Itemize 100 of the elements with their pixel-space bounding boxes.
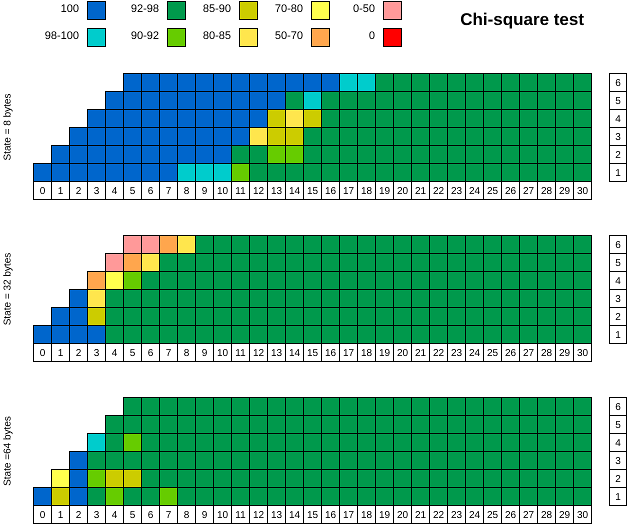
- x-tick-label: 30: [576, 186, 588, 197]
- x-tick-label: 19: [378, 348, 390, 359]
- x-tick-label: 14: [288, 348, 300, 359]
- x-tick-label: 7: [166, 510, 172, 521]
- x-tick-label: 24: [468, 348, 480, 359]
- legend-label: 85-90: [202, 3, 231, 15]
- x-tick-label: 9: [202, 348, 208, 359]
- x-tick-label: 26: [504, 510, 516, 521]
- legend-label: 90-92: [130, 30, 159, 42]
- x-tick-label: 10: [216, 186, 228, 197]
- x-tick-label: 5: [130, 186, 136, 197]
- y-tick-label: 1: [615, 168, 622, 179]
- x-tick-label: 20: [396, 348, 408, 359]
- y-tick-label: 4: [615, 438, 622, 449]
- x-tick-label: 22: [432, 348, 444, 359]
- legend-label: 98-100: [44, 30, 79, 42]
- x-tick-label: 25: [486, 510, 498, 521]
- y-tick-label: 6: [615, 78, 622, 89]
- x-tick-label: 27: [522, 510, 534, 521]
- x-tick-label: 20: [396, 510, 408, 521]
- x-tick-label: 10: [216, 348, 228, 359]
- y-axis-title: State = 8 bytes: [2, 94, 14, 160]
- x-tick-label: 27: [522, 186, 534, 197]
- x-tick-label: 1: [58, 348, 64, 359]
- x-tick-label: 8: [184, 348, 190, 359]
- x-tick-label: 23: [450, 510, 462, 521]
- x-tick-label: 18: [360, 510, 372, 521]
- x-tick-label: 25: [486, 348, 498, 359]
- x-tick-label: 18: [360, 348, 372, 359]
- x-tick-label: 30: [576, 510, 588, 521]
- x-tick-label: 8: [184, 186, 190, 197]
- x-tick-label: 27: [522, 348, 534, 359]
- x-tick-label: 12: [252, 348, 264, 359]
- x-tick-label: 19: [378, 186, 390, 197]
- x-tick-label: 11: [235, 348, 246, 359]
- x-tick-label: 28: [540, 348, 552, 359]
- x-tick-label: 2: [76, 510, 82, 521]
- x-tick-label: 0: [40, 348, 46, 359]
- x-tick-label: 5: [130, 348, 136, 359]
- x-tick-label: 16: [324, 348, 336, 359]
- x-tick-label: 15: [306, 186, 318, 197]
- y-axis-title: State =64 bytes: [2, 416, 14, 486]
- x-tick-label: 11: [235, 510, 246, 521]
- x-tick-label: 3: [94, 348, 100, 359]
- x-tick-label: 13: [270, 510, 282, 521]
- x-tick-label: 17: [342, 348, 354, 359]
- x-tick-label: 12: [252, 186, 264, 197]
- x-tick-label: 3: [94, 510, 100, 521]
- x-tick-label: 9: [202, 186, 208, 197]
- y-tick-label: 2: [615, 312, 622, 323]
- legend-label: 100: [60, 3, 79, 15]
- x-tick-label: 20: [396, 186, 408, 197]
- x-tick-label: 3: [94, 186, 100, 197]
- x-tick-label: 4: [112, 348, 118, 359]
- x-tick-label: 29: [558, 348, 570, 359]
- x-tick-label: 2: [76, 186, 82, 197]
- x-tick-label: 16: [324, 186, 336, 197]
- y-axis-title: State = 32 bytes: [2, 252, 14, 326]
- x-tick-label: 17: [342, 186, 354, 197]
- x-tick-label: 28: [540, 510, 552, 521]
- legend-label: 92-98: [130, 3, 159, 15]
- x-tick-label: 24: [468, 510, 480, 521]
- y-tick-label: 2: [615, 150, 622, 161]
- y-tick-label: 4: [615, 114, 622, 125]
- y-tick-label: 3: [615, 294, 622, 305]
- x-tick-label: 13: [270, 348, 282, 359]
- x-tick-label: 14: [288, 186, 300, 197]
- x-tick-label: 24: [468, 186, 480, 197]
- x-tick-label: 13: [270, 186, 282, 197]
- x-tick-label: 6: [148, 510, 154, 521]
- x-tick-label: 6: [148, 348, 154, 359]
- x-tick-label: 19: [378, 510, 390, 521]
- x-tick-label: 0: [40, 186, 46, 197]
- y-tick-label: 1: [615, 330, 622, 341]
- y-tick-label: 6: [615, 240, 622, 251]
- x-tick-label: 15: [306, 510, 318, 521]
- y-tick-label: 5: [615, 258, 622, 269]
- legend-label: 0: [368, 30, 375, 42]
- y-tick-label: 1: [615, 492, 622, 503]
- x-tick-label: 4: [112, 186, 118, 197]
- x-tick-label: 8: [184, 510, 190, 521]
- x-tick-label: 4: [112, 510, 118, 521]
- x-tick-label: 26: [504, 348, 516, 359]
- legend-label: 70-80: [274, 3, 303, 15]
- x-tick-label: 9: [202, 510, 208, 521]
- x-tick-label: 10: [216, 510, 228, 521]
- x-tick-label: 1: [58, 510, 64, 521]
- x-tick-label: 23: [450, 186, 462, 197]
- x-tick-label: 25: [486, 186, 498, 197]
- x-tick-label: 21: [414, 510, 426, 521]
- y-tick-label: 2: [615, 474, 622, 485]
- x-tick-label: 2: [76, 348, 82, 359]
- x-tick-label: 15: [306, 348, 318, 359]
- y-tick-label: 5: [615, 420, 622, 431]
- x-tick-label: 29: [558, 186, 570, 197]
- y-tick-label: 3: [615, 132, 622, 143]
- x-tick-label: 26: [504, 186, 516, 197]
- x-tick-label: 0: [40, 510, 46, 521]
- legend-label: 0-50: [352, 3, 375, 15]
- y-tick-label: 5: [615, 96, 622, 107]
